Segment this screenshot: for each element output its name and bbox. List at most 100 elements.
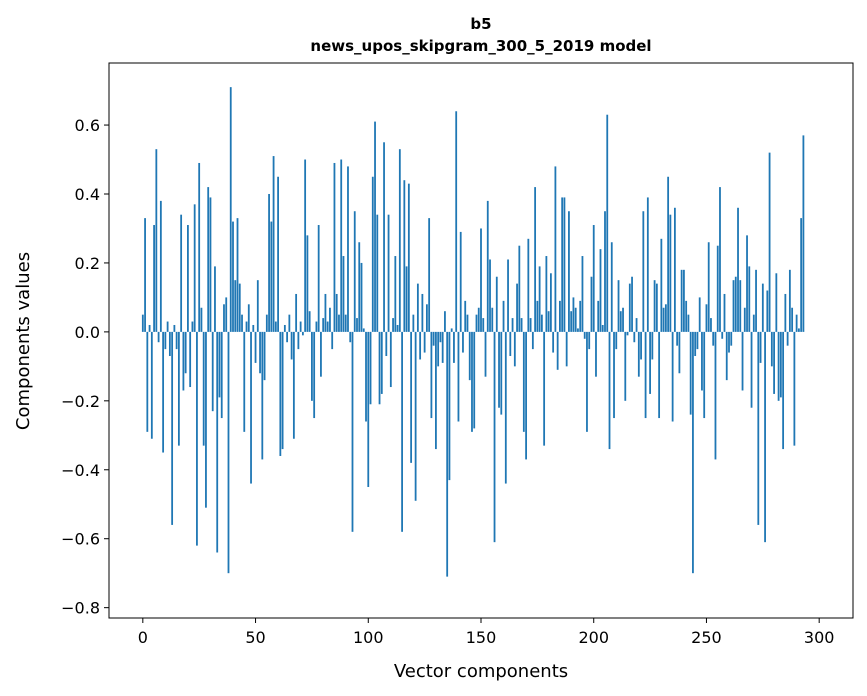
bar xyxy=(653,280,656,332)
bar xyxy=(513,331,516,367)
bar xyxy=(216,331,219,553)
bar xyxy=(171,331,174,525)
bar xyxy=(256,280,259,332)
bar xyxy=(498,331,500,408)
bar xyxy=(207,187,210,332)
bar xyxy=(637,331,640,377)
bar xyxy=(694,331,697,357)
bar xyxy=(250,331,252,484)
bar xyxy=(495,276,498,332)
bar xyxy=(202,331,205,446)
bar xyxy=(432,331,435,346)
bar xyxy=(153,225,155,332)
bar xyxy=(662,307,665,332)
bar xyxy=(241,314,243,332)
bar xyxy=(635,318,638,332)
bar xyxy=(743,307,746,332)
bar xyxy=(414,331,417,501)
bar xyxy=(380,331,383,394)
bar xyxy=(633,331,636,343)
bar xyxy=(227,331,230,574)
bar xyxy=(252,324,255,332)
bar xyxy=(764,331,766,543)
bar xyxy=(712,331,715,346)
bar xyxy=(768,152,771,332)
bar xyxy=(522,331,525,432)
bar xyxy=(362,328,365,332)
bar xyxy=(626,331,629,336)
bar xyxy=(687,314,690,332)
bar xyxy=(757,331,760,525)
bar xyxy=(259,331,261,374)
bar-series xyxy=(141,87,805,577)
bar xyxy=(669,214,672,332)
bar xyxy=(435,331,437,450)
bar xyxy=(311,331,313,401)
bar xyxy=(588,331,591,350)
bar xyxy=(374,121,376,332)
bar xyxy=(597,300,600,332)
bar xyxy=(759,331,762,363)
bar xyxy=(581,256,584,332)
bar xyxy=(554,166,557,332)
bar xyxy=(297,331,300,350)
bar xyxy=(444,311,446,332)
bar xyxy=(746,235,748,332)
y-tick-label: 0.6 xyxy=(75,116,100,135)
x-tick-label: 50 xyxy=(245,628,265,647)
bar xyxy=(398,149,401,332)
bar xyxy=(376,214,379,332)
bar xyxy=(268,193,270,332)
bar xyxy=(658,331,661,419)
bar xyxy=(290,331,293,360)
bar xyxy=(491,307,494,332)
bar xyxy=(401,331,403,532)
chart-title: b5 xyxy=(470,15,491,33)
bar xyxy=(173,324,176,332)
bar xyxy=(680,269,683,332)
bar xyxy=(728,331,730,353)
bar xyxy=(529,318,532,332)
bar xyxy=(342,256,345,332)
y-tick-label: −0.2 xyxy=(61,392,100,411)
bar xyxy=(412,314,415,332)
bar xyxy=(455,111,458,332)
bar xyxy=(347,166,349,332)
bar xyxy=(583,331,586,339)
bar xyxy=(229,87,232,332)
bar xyxy=(797,328,800,332)
bar xyxy=(710,318,712,332)
bar xyxy=(795,314,798,332)
bar xyxy=(148,324,151,332)
bar xyxy=(407,183,410,332)
bar xyxy=(286,331,289,343)
bar xyxy=(631,276,633,332)
bar xyxy=(471,331,473,432)
bar xyxy=(701,331,703,391)
bar xyxy=(507,259,509,332)
bar xyxy=(317,225,320,332)
bar xyxy=(441,331,444,363)
bar xyxy=(707,242,710,332)
x-axis-label: Vector components xyxy=(394,661,568,682)
bar xyxy=(159,200,162,332)
bar xyxy=(360,262,363,332)
bar xyxy=(191,321,194,332)
bar xyxy=(168,331,171,357)
bar xyxy=(335,293,338,332)
bar xyxy=(425,304,428,332)
bar xyxy=(586,331,588,432)
bar xyxy=(177,331,180,446)
bar xyxy=(561,197,564,332)
bar xyxy=(270,221,273,332)
bar xyxy=(349,331,352,343)
bar xyxy=(568,211,570,332)
bar xyxy=(604,211,606,332)
bar xyxy=(482,318,485,332)
bar xyxy=(786,331,789,346)
bar xyxy=(800,218,803,332)
bar xyxy=(351,331,354,532)
bar xyxy=(500,331,503,415)
bar xyxy=(538,266,541,332)
bar xyxy=(459,231,462,332)
